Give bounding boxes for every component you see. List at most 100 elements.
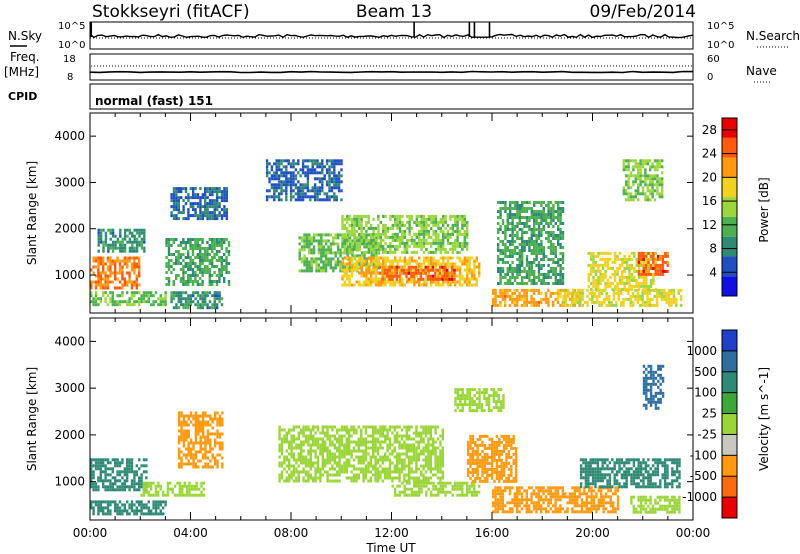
echo-cell (307, 425, 310, 429)
echo-cell (513, 303, 516, 307)
echo-cell (343, 271, 346, 275)
echo-cell (516, 225, 519, 228)
echo-cell (530, 303, 533, 307)
echo-cell (194, 438, 198, 442)
echo-cell (277, 159, 281, 163)
echo-cell (427, 241, 430, 245)
echo-cell (97, 271, 100, 275)
echo-cell (111, 303, 114, 307)
echo-cell (343, 247, 346, 251)
echo-cell (289, 198, 293, 202)
echo-cell (201, 303, 204, 307)
echo-cell (106, 303, 110, 307)
echo-cell (290, 470, 293, 474)
echo-cell (545, 231, 548, 234)
echo-cell (352, 473, 356, 477)
echo-cell (126, 476, 129, 480)
echo-cell (350, 217, 354, 221)
echo-cell (170, 199, 173, 203)
echo-cell (645, 251, 648, 255)
echo-cell (118, 303, 122, 307)
echo-cell (659, 257, 662, 261)
echo-cell (305, 269, 309, 273)
echo-cell (328, 174, 331, 178)
echo-cell (301, 195, 305, 199)
echo-cell (321, 437, 324, 441)
echo-cell (143, 231, 146, 235)
echo-cell (436, 277, 439, 281)
echo-cell (196, 265, 199, 268)
echo-cell (588, 291, 592, 295)
echo-cell (357, 437, 360, 441)
echo-cell (300, 431, 303, 435)
echo-cell (341, 262, 344, 266)
echo-cell (278, 431, 281, 435)
echo-cell (346, 268, 349, 272)
echo-cell (130, 485, 134, 489)
echo-cell (647, 284, 650, 288)
echo-cell (328, 461, 332, 465)
echo-cell (223, 205, 226, 209)
echo-cell (126, 234, 129, 238)
echo-cell (192, 291, 195, 295)
echo-cell (339, 251, 342, 255)
echo-cell (180, 411, 183, 415)
echo-cell (280, 159, 283, 163)
echo-cell (386, 235, 390, 239)
echo-cell (346, 254, 349, 258)
echo-cell (227, 241, 231, 244)
echo-cell (499, 210, 502, 213)
echo-cell (634, 297, 637, 301)
echo-cell (196, 294, 200, 298)
echo-cell (377, 214, 380, 218)
echo-cell (201, 411, 205, 415)
echo-cell (315, 263, 318, 267)
echo-cell (326, 449, 329, 453)
echo-cell (102, 294, 105, 298)
echo-cell (159, 500, 162, 504)
echo-cell (213, 214, 216, 218)
echo-cell (280, 180, 283, 184)
echo-cell (216, 202, 219, 206)
echo-cell (90, 485, 93, 489)
echo-cell (456, 265, 459, 269)
echo-cell (332, 239, 335, 243)
echo-cell (645, 260, 648, 264)
echo-cell (646, 297, 649, 301)
echo-cell (451, 250, 454, 254)
echo-cell (306, 189, 310, 193)
echo-cell (513, 213, 517, 216)
echo-cell (116, 461, 119, 465)
echo-cell (203, 268, 207, 271)
echo-cell (177, 262, 180, 265)
echo-cell (398, 280, 402, 284)
echo-cell (211, 187, 214, 191)
echo-cell (297, 473, 300, 477)
echo-cell (123, 470, 126, 474)
echo-cell (360, 461, 363, 465)
echo-cell (314, 479, 317, 483)
echo-cell (511, 276, 514, 279)
echo-cell (658, 177, 661, 181)
echo-cell (315, 239, 318, 243)
echo-cell (646, 159, 649, 163)
echo-cell (133, 256, 136, 260)
echo-cell (599, 257, 602, 261)
echo-cell (319, 437, 322, 441)
echo-cell (308, 251, 311, 255)
echo-cell (525, 258, 529, 261)
echo-cell (346, 229, 349, 233)
echo-cell (324, 464, 327, 468)
echo-cell (454, 283, 457, 287)
echo-cell (175, 205, 178, 209)
echo-cell (542, 207, 545, 210)
echo-cell (353, 247, 356, 251)
echo-cell (398, 235, 402, 239)
echo-cell (348, 242, 352, 246)
echo-cell (123, 473, 126, 477)
echo-cell (218, 432, 222, 436)
echo-cell (547, 240, 550, 243)
echo-cell (318, 192, 322, 196)
echo-cell (218, 291, 221, 295)
echo-cell (362, 226, 366, 230)
